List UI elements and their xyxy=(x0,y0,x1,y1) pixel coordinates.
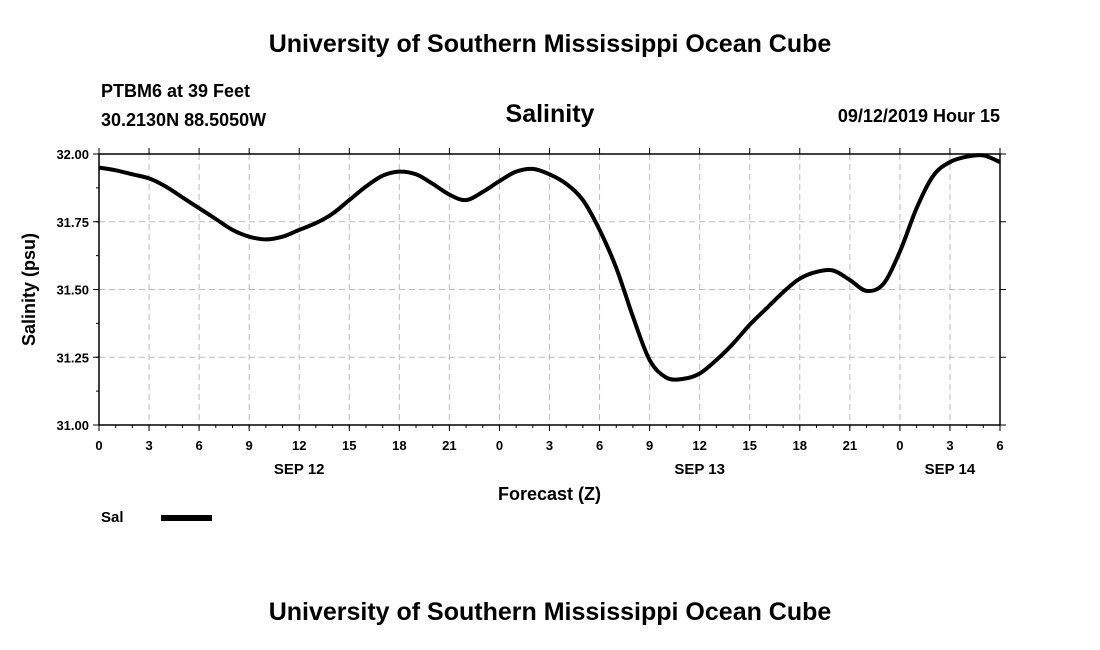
x-tick-label: 3 xyxy=(145,438,152,453)
y-tick-label: 31.75 xyxy=(56,215,89,230)
station-info: PTBM6 at 39 Feet 30.2130N 88.5050W xyxy=(101,77,266,135)
x-tick-label: 21 xyxy=(442,438,456,453)
y-tick-label: 31.50 xyxy=(56,283,89,298)
x-tick-label: 0 xyxy=(95,438,102,453)
legend-label-sal: Sal xyxy=(101,509,124,526)
x-tick-label: 15 xyxy=(742,438,756,453)
x-tick-label: 3 xyxy=(946,438,953,453)
x-tick-label: 15 xyxy=(342,438,356,453)
date-label: SEP 13 xyxy=(674,461,725,478)
x-tick-label: 0 xyxy=(896,438,903,453)
x-tick-label: 0 xyxy=(496,438,503,453)
y-tick-label: 31.00 xyxy=(56,418,89,433)
x-tick-label: 6 xyxy=(996,438,1003,453)
x-tick-label: 18 xyxy=(793,438,807,453)
legend: Sal xyxy=(101,509,212,526)
chart-title: Salinity xyxy=(505,100,595,128)
y-axis-label: Salinity (psu) xyxy=(19,233,39,346)
station-coords: 30.2130N 88.5050W xyxy=(101,110,267,130)
x-tick-label: 12 xyxy=(292,438,306,453)
x-tick-label: 18 xyxy=(392,438,406,453)
date-label: SEP 14 xyxy=(925,461,976,478)
forecast-timestamp: 09/12/2019 Hour 15 xyxy=(837,106,1000,126)
series-line-sal xyxy=(98,153,1001,382)
station-name: PTBM6 at 39 Feet xyxy=(101,81,251,101)
plot-frame xyxy=(98,153,1001,426)
y-tick-label: 31.25 xyxy=(56,350,89,365)
x-tick-label: 12 xyxy=(692,438,706,453)
footer-title: University of Southern Mississippi Ocean… xyxy=(268,598,832,626)
y-tick-label: 32.00 xyxy=(56,147,89,162)
x-axis-label: Forecast (Z) xyxy=(498,484,601,504)
date-label: SEP 12 xyxy=(274,461,325,478)
legend-swatch-sal xyxy=(161,514,212,521)
x-tick-label: 21 xyxy=(843,438,857,453)
x-tick-label: 3 xyxy=(546,438,553,453)
header-title: University of Southern Mississippi Ocean… xyxy=(268,30,832,58)
x-tick-label: 9 xyxy=(646,438,653,453)
x-tick-label: 9 xyxy=(246,438,253,453)
x-tick-label: 6 xyxy=(596,438,603,453)
x-tick-label: 6 xyxy=(195,438,202,453)
